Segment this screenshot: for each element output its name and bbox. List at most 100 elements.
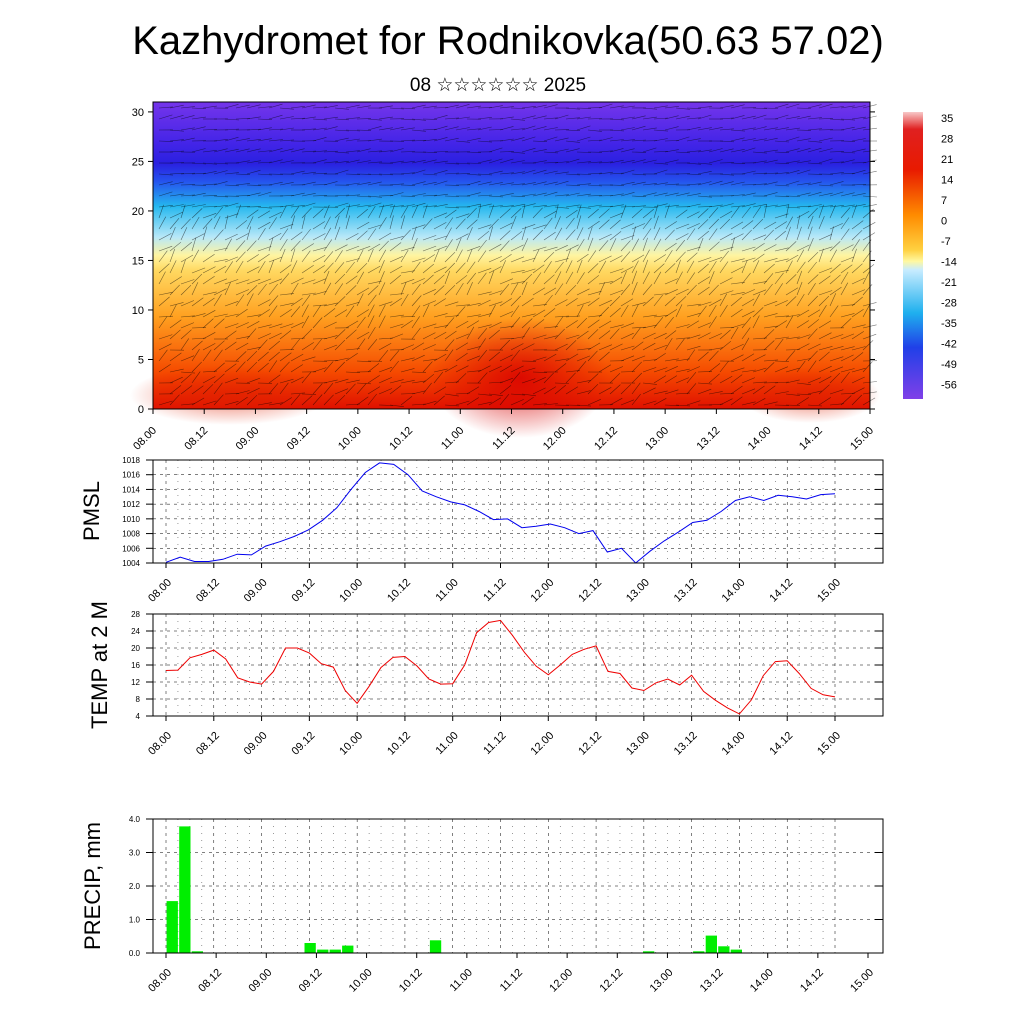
wind-barb [477,181,492,186]
wind-barb [411,342,425,351]
wind-barb [851,331,864,340]
wind-barb [246,328,257,340]
wind-barb [708,204,723,208]
wind-barb [301,193,316,197]
wind-barb [455,140,470,143]
wind-barb [697,332,711,340]
wind-barb [191,297,204,307]
wind-barb [488,256,502,263]
wind-barb [796,210,810,219]
wind-barb [708,363,721,373]
wind-barb [565,204,580,208]
wind-barb [477,272,487,285]
wind-barb [818,204,824,219]
wind-barb [620,266,634,274]
wind-barb [235,204,241,219]
wind-barb [312,195,328,197]
wind-barb [741,289,756,296]
wind-barb [356,331,370,340]
wind-barb [180,279,195,285]
wind-barb [433,193,448,197]
wind-barb [422,194,438,197]
wind-barb [158,271,166,285]
wind-barb [763,359,779,362]
wind-barb [499,151,515,153]
wind-barb [466,219,478,230]
wind-barb [224,341,237,351]
wind-barb [180,254,194,263]
wind-barb [587,161,603,164]
colorbar-label: -56 [941,380,957,392]
wind-barb [422,373,435,384]
wind-barb [598,299,612,307]
wind-barb [488,397,502,406]
temp-x-tick-label: 08.00 [146,730,174,758]
wind-barb [609,219,621,230]
wind-barb [345,117,360,120]
wind-barb [565,340,577,351]
wind-barb [510,231,523,241]
wind-barb [499,240,510,252]
wind-barb [224,202,239,208]
wind-barb [466,137,481,142]
wind-barb [620,160,635,164]
wind-barb [169,211,183,219]
wind-barb [202,253,215,263]
wind-barb [785,127,800,131]
precip-panel: 0.01.02.03.04.0 08.00 08.12 09.00 09.12 10.0… [80,815,884,995]
wind-barb [532,169,547,175]
wind-barb [345,204,350,219]
wind-barb [840,371,850,384]
precip-y-axis: 0.01.02.03.04.0 [129,815,883,958]
wind-barb [268,283,278,296]
wind-barb [202,332,216,340]
wind-barb [554,261,564,274]
wind-barb [180,403,195,406]
wind-barb [279,264,292,274]
wind-barb [180,204,195,208]
wind-barb [840,271,849,285]
wind-barb [587,297,600,307]
wind-barb [400,107,416,110]
wind-barb [180,241,192,252]
wind-barb [279,378,294,384]
wind-barb [367,118,382,121]
wind-barb [620,139,635,142]
wind-barb [290,206,300,219]
wind-barb [235,342,249,351]
wind-barb [323,105,338,109]
wind-barb [697,230,709,241]
wind-barb [213,288,227,296]
wind-barb [169,260,177,274]
wind-barb [829,226,834,241]
wind-barb [477,224,492,230]
wind-barb [543,117,558,120]
wind-barb [378,404,394,406]
pmsl-x-axis: 08.00 08.12 09.00 09.12 10.00 10.12 11.00 11.12… [146,563,843,605]
wind-barb [543,294,553,307]
wind-barb [268,181,283,186]
wind-barb [664,337,673,351]
wind-barb [565,320,578,329]
wind-barb [191,172,207,175]
wind-barb [158,334,173,340]
wind-barb [587,383,599,395]
temp-x-tick-label: 12.12 [576,730,604,758]
wind-barb [334,361,346,373]
temp-line [165,619,836,715]
wind-barb [752,289,767,296]
wind-barb [466,370,481,373]
wind-barb [763,149,778,153]
wind-barb [213,139,228,142]
wind-barb [807,204,822,208]
wind-barb [180,115,195,120]
wind-barb [268,383,279,395]
wind-barb [686,284,697,296]
wind-barb [356,195,372,198]
wind-barb [433,245,448,252]
wind-barb [576,173,592,175]
wind-barb [389,107,405,110]
wind-barb [631,159,646,164]
wind-barb [807,181,822,186]
wind-barb [576,151,592,153]
